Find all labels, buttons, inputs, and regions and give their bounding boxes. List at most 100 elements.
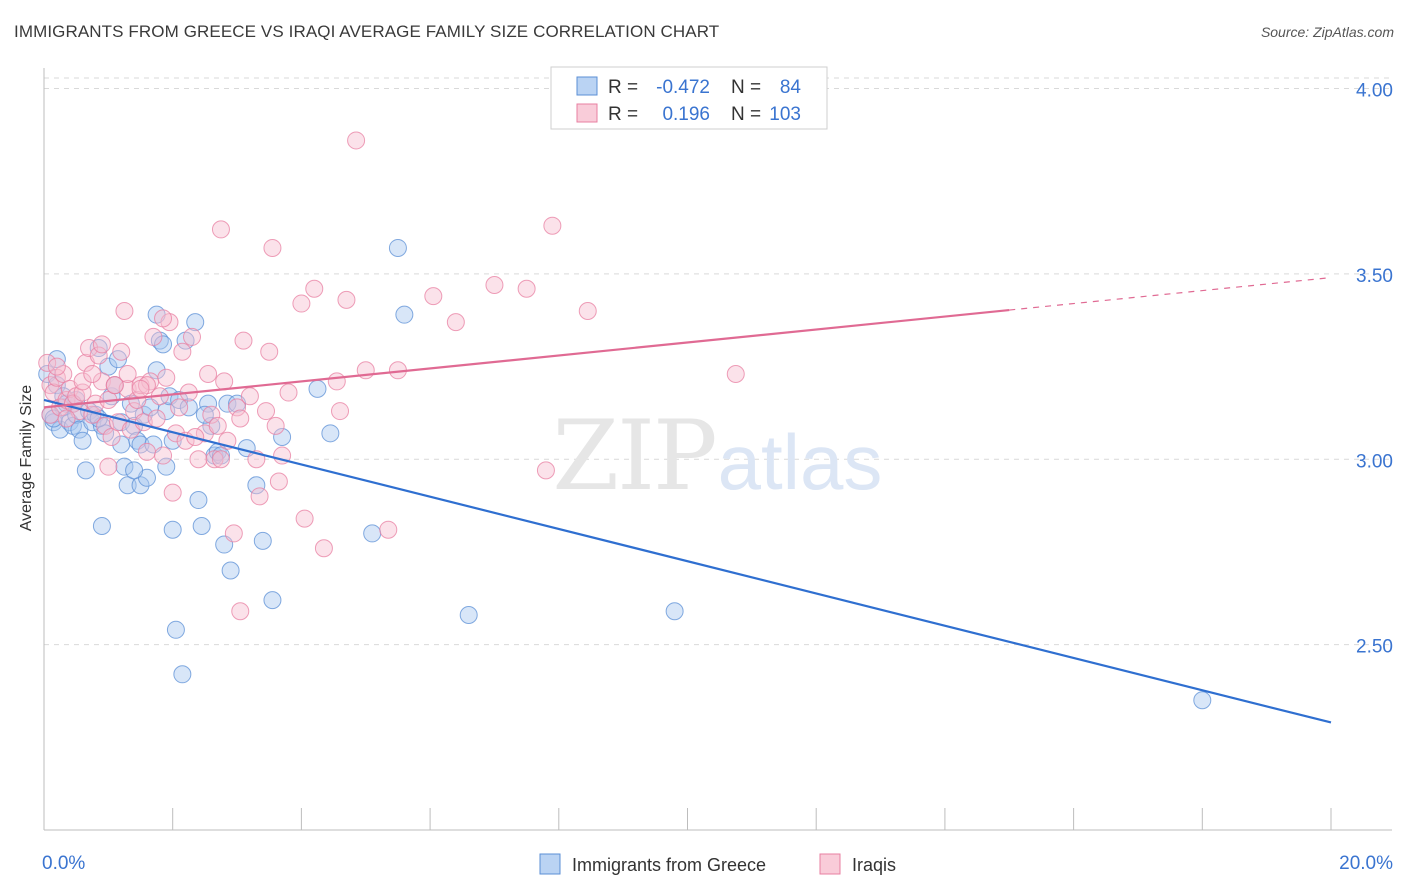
point-iraq: [183, 327, 202, 346]
point-greece: [395, 305, 414, 324]
point-greece: [157, 457, 176, 476]
watermark: ZIP atlas: [552, 400, 882, 512]
y-tick-label: 2.50: [1356, 637, 1393, 658]
point-iraq: [517, 279, 536, 298]
point-iraq: [92, 335, 111, 354]
series-iraq-points: [38, 131, 745, 621]
stats-r-value-greece: -0.472: [656, 77, 710, 98]
point-iraq: [157, 368, 176, 387]
point-greece: [147, 361, 166, 380]
point-iraq: [173, 342, 192, 361]
point-greece: [47, 350, 66, 369]
point-greece: [192, 517, 211, 535]
point-iraq: [292, 294, 311, 313]
point-greece: [73, 431, 92, 450]
point-iraq: [211, 220, 230, 239]
trend-line-greece: [43, 398, 1332, 724]
point-iraq: [279, 383, 298, 402]
x-tick-label-min: 0.0%: [42, 853, 85, 874]
point-iraq: [147, 409, 166, 428]
axes: [43, 68, 1392, 831]
point-iraq: [250, 487, 269, 506]
point-iraq: [57, 409, 76, 428]
point-greece: [131, 435, 150, 454]
point-iraq: [314, 539, 333, 558]
point-greece: [321, 424, 340, 443]
stats-swatch-iraq: [576, 103, 598, 123]
point-greece: [170, 390, 189, 409]
watermark-atlas: atlas: [718, 418, 883, 506]
point-greece: [186, 313, 205, 332]
point-iraq: [231, 409, 250, 428]
trend-line-iraq: [43, 308, 1010, 409]
point-iraq: [131, 376, 150, 395]
point-greece: [199, 394, 218, 413]
point-iraq: [38, 353, 57, 372]
point-iraq: [131, 379, 150, 398]
point-iraq: [228, 398, 247, 417]
point-iraq: [215, 372, 234, 391]
watermark-zip: ZIP: [552, 400, 715, 512]
stats-n-value-iraq: 103: [769, 104, 801, 125]
point-greece: [131, 476, 150, 495]
point-greece: [154, 335, 173, 354]
point-iraq: [231, 602, 250, 621]
point-iraq: [83, 365, 102, 383]
stats-n-label-greece: N =: [731, 77, 761, 98]
point-greece: [459, 605, 478, 624]
point-iraq: [154, 309, 173, 328]
point-greece: [221, 561, 240, 580]
point-iraq: [199, 365, 218, 383]
point-greece: [308, 379, 327, 398]
point-iraq: [118, 365, 137, 383]
chart-title: IMMIGRANTS FROM GREECE VS IRAQI AVERAGE …: [14, 22, 720, 41]
trend-lines: [43, 277, 1332, 724]
stats-swatch-greece: [576, 76, 598, 96]
stats-legend: R = -0.472 N = 84 R = 0.196 N = 103: [550, 66, 828, 130]
point-iraq: [202, 405, 221, 424]
point-greece: [189, 491, 208, 510]
point-iraq: [578, 301, 597, 320]
point-greece: [173, 665, 192, 684]
grid-lines: [44, 77, 1392, 646]
point-iraq: [305, 279, 324, 298]
series-legend: Immigrants from Greece Iraqis: [539, 853, 896, 875]
point-greece: [195, 405, 214, 424]
stats-n-label-iraq: N =: [731, 104, 761, 125]
point-iraq: [263, 238, 282, 257]
point-iraq: [144, 327, 163, 346]
point-iraq: [154, 446, 173, 465]
point-iraq: [331, 402, 350, 421]
point-iraq: [205, 450, 224, 469]
point-iraq: [170, 398, 189, 417]
point-iraq: [89, 346, 108, 365]
point-iraq: [257, 402, 276, 421]
point-greece: [125, 461, 144, 480]
point-iraq: [234, 331, 253, 350]
point-iraq: [102, 428, 121, 447]
point-iraq: [112, 342, 131, 361]
point-greece: [115, 457, 134, 476]
point-greece: [118, 476, 137, 495]
point-iraq: [424, 287, 443, 306]
point-iraq: [208, 416, 227, 435]
point-iraq: [54, 365, 73, 383]
point-iraq: [128, 390, 147, 409]
point-iraq: [115, 301, 134, 320]
point-iraq: [485, 276, 504, 295]
y-tick-label: 3.50: [1356, 266, 1393, 287]
point-greece: [363, 524, 382, 543]
point-iraq: [163, 483, 182, 502]
point-iraq: [137, 442, 156, 461]
stats-n-value-greece: 84: [780, 77, 802, 98]
point-greece: [388, 238, 407, 257]
y-tick-label: 3.00: [1356, 451, 1393, 472]
x-tick-labels: 0.0% 20.0%: [42, 853, 1393, 874]
point-iraq: [266, 416, 285, 435]
legend-label-iraq: Iraqis: [852, 855, 896, 875]
point-greece: [163, 520, 182, 539]
point-iraq: [269, 472, 288, 491]
point-greece: [273, 428, 292, 447]
point-greece: [665, 602, 684, 621]
